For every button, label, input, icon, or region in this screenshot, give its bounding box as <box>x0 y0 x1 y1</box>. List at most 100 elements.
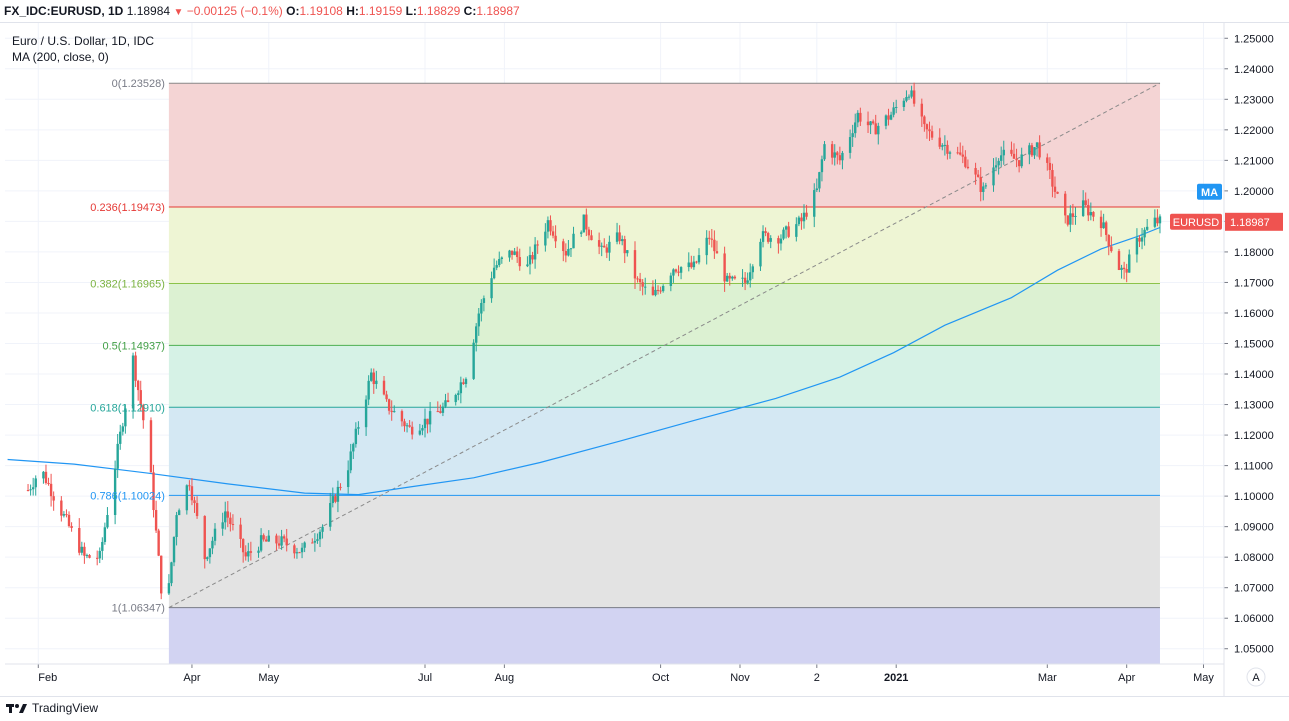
candle-body <box>480 302 483 314</box>
candle-body <box>1028 145 1031 155</box>
candle-body <box>113 468 117 515</box>
candle-body <box>938 137 941 147</box>
candle-body <box>336 486 340 502</box>
candle-body <box>131 355 135 409</box>
candle-body <box>372 372 375 385</box>
candle-body <box>997 160 1000 166</box>
candle-body <box>121 426 125 432</box>
candle-body <box>188 485 191 487</box>
scale-mode-button[interactable]: A <box>1252 672 1260 684</box>
candle-body <box>349 451 352 471</box>
candle-body <box>1153 217 1157 227</box>
candle-body <box>52 496 55 501</box>
fib-level-label: 0(1.23528) <box>112 78 165 90</box>
candle-body <box>175 515 178 537</box>
candle-body <box>475 326 478 343</box>
candle-body <box>472 342 475 379</box>
candle-body <box>976 174 980 177</box>
candle-body <box>759 241 762 267</box>
candle-body <box>293 545 296 554</box>
candle-body <box>31 487 35 490</box>
candle-body <box>948 152 952 154</box>
candle-body <box>370 372 373 381</box>
candle-body <box>513 251 516 255</box>
candle-body <box>777 238 780 244</box>
candle-body <box>464 378 468 385</box>
candle-body <box>1122 267 1126 270</box>
candle-body <box>633 250 637 279</box>
candle-body <box>457 393 460 395</box>
candle-body <box>546 220 550 232</box>
candle-body <box>1110 246 1113 252</box>
candle-body <box>85 555 89 557</box>
candle-body <box>764 231 767 234</box>
last-price-tag <box>1225 212 1283 231</box>
candle-body <box>1074 215 1077 217</box>
candle-body <box>813 190 816 217</box>
candle-body <box>1120 267 1123 270</box>
price-labels: MA EURUSD 1.18987 <box>1170 183 1283 231</box>
candle-body <box>318 531 322 540</box>
candle-body <box>1143 229 1146 238</box>
y-tick-label: 1.16000 <box>1234 308 1274 320</box>
candle-body <box>26 490 30 492</box>
candle-body <box>295 552 299 554</box>
candle-body <box>136 380 140 391</box>
candle-body <box>247 551 250 557</box>
candle-body <box>708 237 711 239</box>
candle-body <box>160 555 163 594</box>
candle-body <box>477 313 480 327</box>
y-tick-label: 1.22000 <box>1234 125 1274 137</box>
fib-level-label: 0.382(1.16965) <box>90 279 165 291</box>
candle-body <box>339 486 342 488</box>
x-tick-label: Apr <box>1118 672 1135 684</box>
candle-body <box>531 255 534 260</box>
candle-body <box>29 489 32 491</box>
candle-body <box>1158 216 1162 224</box>
candle-body <box>67 514 71 526</box>
tradingview-logo[interactable]: TradingView <box>6 701 98 715</box>
candle-body <box>1156 217 1159 224</box>
tradingview-logo-icon <box>6 704 27 713</box>
candle-body <box>823 144 826 160</box>
candle-body <box>848 137 852 153</box>
x-tick-label: Mar <box>1038 672 1057 684</box>
candle-body <box>403 421 406 427</box>
candle-body <box>364 399 368 428</box>
candle-body <box>802 212 806 222</box>
x-tick-label: Jul <box>418 672 432 684</box>
fibonacci-levels <box>168 82 1160 609</box>
fib-level-label: 0.786(1.10024) <box>90 490 165 502</box>
candle-body <box>1046 157 1049 163</box>
candle-body <box>421 428 424 431</box>
y-tick-label: 1.11000 <box>1234 461 1273 473</box>
candle-body <box>841 152 844 161</box>
y-tick-label: 1.15000 <box>1234 339 1274 351</box>
candle-body <box>224 511 227 523</box>
candle-body <box>982 186 985 192</box>
candle-body <box>231 523 235 525</box>
symbol-label[interactable]: FX_IDC:EURUSD, 1D <box>4 4 124 18</box>
candle-body <box>638 278 642 283</box>
candle-body <box>157 530 160 556</box>
candle-body <box>98 550 101 559</box>
candle-body <box>1138 237 1141 242</box>
candle-body <box>536 244 539 246</box>
candle-body <box>1002 149 1005 156</box>
candle-body <box>303 542 306 548</box>
price-chart[interactable]: 0(1.23528) 0.236(1.19473) 0.382(1.16965) 0.… <box>0 22 1289 696</box>
candle-body <box>393 411 396 413</box>
candle-body <box>551 231 555 236</box>
candle-body <box>262 535 265 540</box>
candle-body <box>482 298 486 303</box>
candle-body <box>797 217 801 225</box>
candle-body <box>444 400 447 407</box>
legend-indicator[interactable]: MA (200, close, 0) <box>12 50 109 64</box>
candle-body <box>884 115 888 126</box>
candle-body <box>441 406 445 413</box>
candle-body <box>249 551 253 553</box>
candle-body <box>367 380 370 400</box>
candle-body <box>34 478 37 488</box>
candle-body <box>454 394 457 403</box>
fib-level-label: 1(1.06347) <box>112 603 165 615</box>
